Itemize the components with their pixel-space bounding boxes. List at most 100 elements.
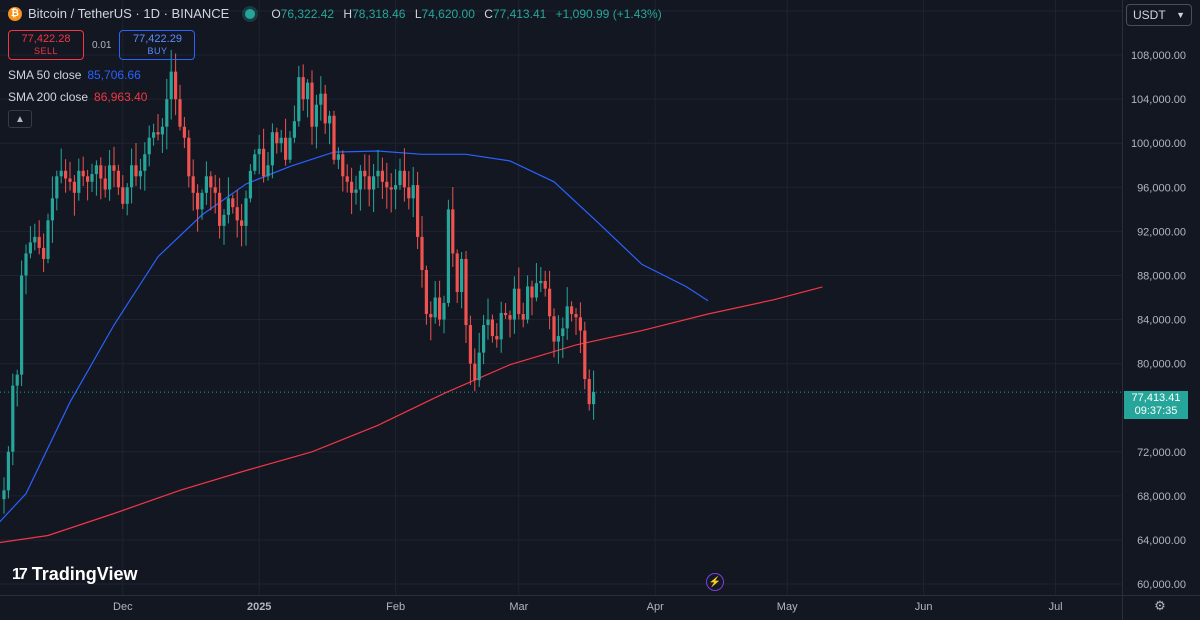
y-tick-label: 100,000.00 [1131,138,1186,150]
low-label: L [414,6,422,21]
candle-body [81,170,85,177]
gear-icon[interactable]: ⚙ [1154,598,1166,613]
tradingview-logo-icon: 17 [12,565,28,583]
candle-body [191,176,195,193]
candle-body [248,170,252,199]
chevron-up-icon: ▲ [15,113,25,125]
candle-body [367,176,371,190]
spread-value: 0.01 [92,39,112,51]
candle-body [345,176,349,182]
bitcoin-icon: ₿ [8,6,22,21]
candle-body [398,170,402,186]
last-price-value: 77,413.41 [1131,392,1181,404]
candle-body [394,185,398,190]
buy-button[interactable]: 77,422.29 BUY [119,30,196,60]
trade-panel: 77,422.28 SELL 0.01 77,422.29 BUY [8,30,196,60]
high-label: H [343,6,353,21]
candle-body [543,280,547,289]
candle-body [174,71,178,100]
x-tick-label: Apr [647,601,664,613]
x-tick-label: Jul [1049,601,1063,613]
candle-body [231,198,235,208]
candle-body [363,170,367,177]
candle-body [116,170,120,188]
candle-body [389,187,393,190]
candle-body [143,154,147,171]
candle-body [539,280,543,284]
tradingview-logo[interactable]: 17 TradingView [12,564,138,585]
currency-select-value: USDT [1133,8,1166,22]
buy-label: BUY [147,46,168,56]
sma200-line [0,286,823,544]
currency-select[interactable]: USDT ▼ [1126,4,1192,26]
candle-body [90,174,94,182]
ohlc-readout: O76,322.42 H78,318.46 L74,620.00 C77,413… [271,7,667,21]
candle-body [156,132,160,135]
candle-body [358,170,362,190]
y-tick-label: 92,000.00 [1137,226,1186,238]
x-tick-label: Jun [915,601,933,613]
close-label: C [484,6,493,21]
candle-body [341,154,345,177]
market-status-icon[interactable] [245,8,256,19]
candle-body [530,286,534,298]
y-tick-label: 104,000.00 [1131,94,1186,106]
lightning-icon[interactable]: ⚡ [706,573,724,591]
candle-body [587,379,591,405]
candle-body [121,187,125,204]
indicator-sma50[interactable]: SMA 50 close 85,706.66 [8,68,141,82]
sell-price: 77,422.28 [21,33,71,45]
open-value: 76,322.42 [280,6,335,21]
collapse-indicators-button[interactable]: ▲ [8,110,32,128]
candle-body [464,258,468,326]
candle-body [24,253,28,276]
candle-body [433,297,437,318]
candle-body [438,297,442,320]
change-value: +1,090.99 (+1.43%) [555,6,662,21]
candle-body [574,314,578,318]
candle-body [187,137,191,177]
candle-body [310,82,314,127]
candle-body [284,137,288,160]
candle-body [482,325,486,353]
candle-body [583,330,587,380]
indicator-sma200-value: 86,963.40 [94,90,148,104]
y-tick-label: 64,000.00 [1137,535,1186,547]
candle-body [508,315,512,320]
candle-body [6,451,10,491]
indicator-sma200-label: SMA 200 close [8,90,89,104]
candle-body [33,236,37,243]
candle-body [37,236,41,248]
candle-body [103,178,107,190]
candle-body [262,148,266,177]
candle-body [526,286,530,320]
candle-body [429,314,433,318]
low-value: 74,620.00 [421,6,475,21]
candle-body [94,165,98,175]
indicator-sma50-value: 85,706.66 [87,68,141,82]
candle-body [77,170,81,193]
y-tick-label: 68,000.00 [1137,491,1186,503]
x-tick-label: 2025 [247,601,271,613]
candle-body [407,187,411,199]
symbol-title[interactable]: Bitcoin / TetherUS · 1D · BINANCE [28,6,230,21]
x-tick-label: May [777,601,798,613]
candle-body [402,170,406,188]
candle-body [130,165,134,188]
x-tick-label: Mar [509,601,528,613]
tradingview-logo-text: TradingView [31,564,138,584]
candle-body [556,336,560,342]
candle-body [72,181,76,193]
candle-body [138,170,142,177]
candle-body [64,170,68,179]
candle-body [416,185,420,237]
candle-body [42,247,46,259]
candle-body [50,198,54,221]
candle-body [521,314,525,320]
sell-button[interactable]: 77,422.28 SELL [8,30,84,60]
candle-body [552,316,556,342]
candle-body [235,207,239,221]
indicator-sma200[interactable]: SMA 200 close 86,963.40 [8,90,147,104]
candle-body [336,154,340,160]
